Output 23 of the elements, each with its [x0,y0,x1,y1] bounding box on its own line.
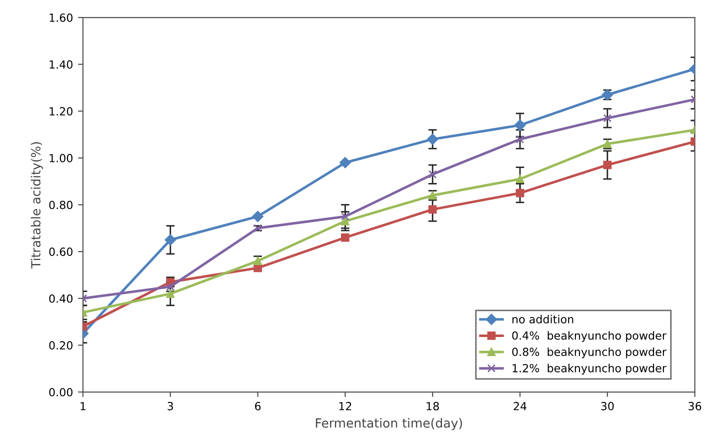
y-tick-label: 0.40 [49,294,72,303]
legend-label: 0.8% beaknyuncho powder [512,347,666,358]
y-tick-label: 0.20 [49,341,72,350]
x-tick-label: 1 [80,402,86,410]
x-tick-label: 36 [688,402,702,410]
y-tick-label: 1.40 [50,60,72,69]
x-tick-label: 3 [168,402,174,410]
y-tick-label: 1.00 [50,154,72,162]
legend-label: 0.4% beaknyuncho powder [512,331,666,342]
x-tick-label: 24 [514,402,526,410]
legend-label: 1.2% beaknyuncho powder [512,364,666,375]
x-tick-label: 6 [255,402,261,410]
legend-label: no addition [512,314,574,324]
y-tick-label: 0.80 [49,200,72,210]
y-tick-label: 1.20 [50,107,72,116]
y-tick-label: 0.00 [49,388,72,396]
x-tick-label: 18 [426,402,439,410]
x-tick-label: 30 [601,402,614,410]
y-tick-label: 1.60 [50,13,72,22]
y-tick-label: 0.60 [49,248,72,256]
x-tick-label: 12 [339,402,352,410]
y-axis-title: Titratable acidity(%) [30,142,43,268]
x-axis-title: Fermentation time(day) [316,418,462,430]
